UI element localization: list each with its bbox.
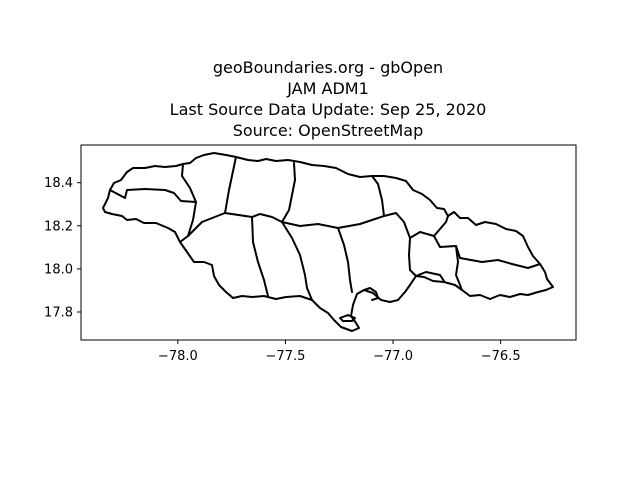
parish-boundary-trelawny-west — [187, 156, 237, 237]
portland-ridge-inlet — [363, 287, 379, 301]
y-tick-label: 18.4 — [44, 176, 73, 191]
title-line-update: Last Source Data Update: Sep 25, 2020 — [169, 100, 487, 119]
map-title: geoBoundaries.org - gbOpen JAM ADM1 Last… — [0, 57, 640, 141]
y-tick-label: 18.0 — [44, 262, 73, 277]
y-axis: 18.4 18.2 18.0 17.8 — [44, 176, 81, 320]
parish-boundary-portland-stthomas — [433, 235, 541, 269]
south-peninsula-islet — [339, 314, 356, 322]
parish-boundary-stthomas-west — [455, 245, 463, 291]
title-line-source: geoBoundaries.org - gbOpen — [212, 58, 444, 77]
parish-boundary-manchester-west — [251, 216, 269, 297]
title-line-data-source: Source: OpenStreetMap — [232, 121, 424, 140]
parish-boundary-stmary-portland — [409, 215, 449, 239]
boundary-map — [102, 152, 554, 332]
title-line-country: JAM ADM1 — [287, 79, 369, 98]
x-tick-label: −76.5 — [481, 349, 521, 364]
y-tick-label: 17.8 — [44, 305, 73, 320]
parish-boundary-manchester-clarendon — [281, 221, 313, 301]
x-tick-label: −78.0 — [158, 349, 198, 364]
y-tick-label: 18.2 — [44, 219, 73, 234]
x-tick-label: −77.5 — [266, 349, 306, 364]
axes-frame — [80, 144, 577, 341]
parish-boundary-stann-stcatherine — [281, 175, 385, 229]
island-coastline — [102, 152, 554, 332]
parish-boundary-stmary — [383, 212, 417, 277]
parish-boundary-trelawny-stann — [224, 162, 296, 223]
x-tick-label: −77.0 — [373, 349, 413, 364]
parish-boundary-kingston-standrew — [415, 271, 445, 282]
parish-boundary-hanover-westmoreland — [109, 188, 197, 203]
parish-boundary-clarendon-stcatherine — [337, 227, 353, 293]
x-axis: −78.0 −77.5 −77.0 −76.5 — [158, 340, 521, 364]
